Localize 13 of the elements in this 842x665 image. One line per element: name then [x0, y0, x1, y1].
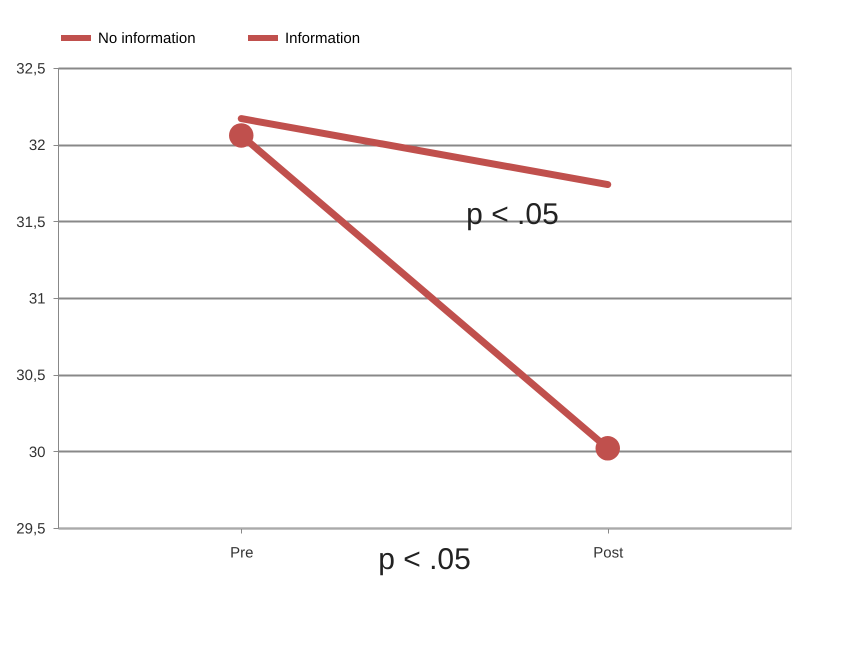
y-tick-label: 29,5	[16, 520, 46, 538]
y-tick-label: 30	[28, 444, 46, 461]
annotation: p < .05	[466, 198, 559, 232]
legend-label: No information	[98, 30, 196, 47]
x-tick-label: Pre	[230, 544, 254, 562]
y-tick-label: 31	[28, 290, 46, 308]
y-tick-label: 31,5	[16, 214, 46, 231]
y-tick-label: 32,5	[16, 60, 46, 78]
x-tick-label: Post	[593, 544, 624, 562]
text: p < .05	[378, 543, 471, 576]
y-tick-label: 30,5	[16, 367, 46, 384]
legend-label: Information	[285, 30, 360, 47]
y-tick-label: 32	[28, 137, 46, 154]
